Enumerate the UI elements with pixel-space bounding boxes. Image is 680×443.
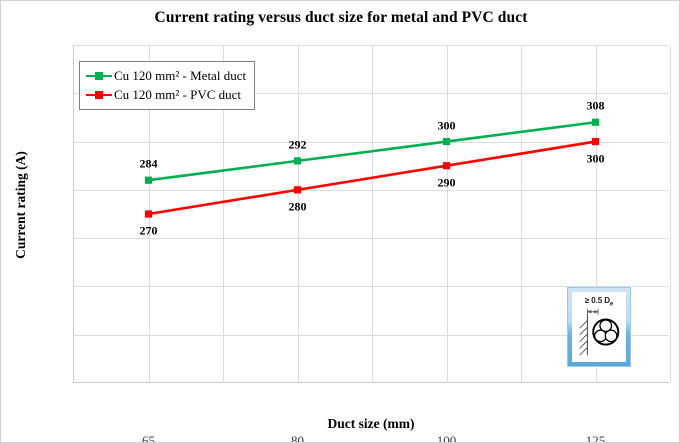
inset-diagram xyxy=(579,308,620,356)
x-axis-tick-label: 125 xyxy=(585,433,606,443)
y-axis-title: Current rating (A) xyxy=(13,151,28,259)
gridline-horizontal xyxy=(74,286,669,288)
legend-item-metal-duct[interactable]: Cu 120 mm² - Metal duct xyxy=(86,66,246,85)
legend-marker-pvc-duct xyxy=(86,89,112,101)
gridline-vertical xyxy=(595,45,597,382)
data-point-label: 300 xyxy=(586,151,605,166)
x-axis-tick-label: 80 xyxy=(291,433,304,443)
legend-label-pvc-duct: Cu 120 mm² - PVC duct xyxy=(114,86,242,102)
legend-label-metal-duct: Cu 120 mm² - Metal duct xyxy=(114,67,247,83)
gridline-vertical xyxy=(521,45,522,382)
legend-marker-metal-duct xyxy=(86,70,112,82)
gridline-horizontal xyxy=(74,238,669,240)
data-point-label: 300 xyxy=(437,118,456,133)
inset-caption-subscript: e xyxy=(609,301,614,308)
x-axis-tick-label: 100 xyxy=(436,433,457,443)
chart-legend: Cu 120 mm² - Metal duct Cu 120 mm² - PVC… xyxy=(79,61,256,110)
gridline-vertical xyxy=(670,45,671,382)
legend-item-pvc-duct[interactable]: Cu 120 mm² - PVC duct xyxy=(86,85,246,104)
gridline-horizontal xyxy=(74,45,669,46)
duct-clearance-inset: ≥ 0.5 De xyxy=(567,287,631,367)
data-point-label: 270 xyxy=(139,223,158,238)
data-point-label: 280 xyxy=(288,199,307,214)
data-point-label: 290 xyxy=(437,175,456,190)
x-axis-tick-label: 65 xyxy=(142,433,155,443)
gridline-horizontal xyxy=(74,93,669,95)
gridline-vertical xyxy=(446,45,448,382)
x-axis-title: Duct size (mm) xyxy=(327,416,415,431)
gridline-vertical xyxy=(372,45,373,382)
inset-caption-label: ≥ 0.5 De xyxy=(572,296,626,308)
data-point-label: 284 xyxy=(139,156,158,171)
gridline-horizontal xyxy=(74,334,669,336)
inset-inner-panel: ≥ 0.5 De xyxy=(572,292,626,362)
data-point-label: 308 xyxy=(586,98,605,113)
data-point-label: 292 xyxy=(288,137,307,152)
chart-title: Current rating versus duct size for meta… xyxy=(154,9,528,26)
inset-caption-text: ≥ 0.5 D xyxy=(584,296,610,305)
